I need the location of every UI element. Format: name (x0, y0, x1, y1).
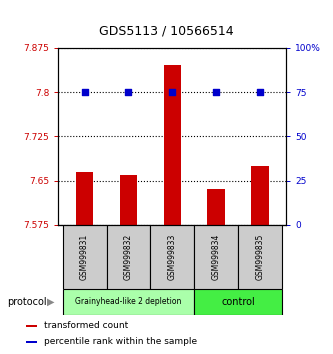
Bar (63, 225, 107, 289)
Bar (26, 325, 37, 327)
Bar (151, 225, 194, 289)
Point (126, 89, 131, 95)
Text: GSM999835: GSM999835 (255, 233, 264, 280)
Text: GSM999833: GSM999833 (168, 233, 177, 280)
Text: percentile rank within the sample: percentile rank within the sample (44, 337, 197, 346)
Text: ▶: ▶ (47, 297, 55, 307)
Text: transformed count: transformed count (44, 321, 128, 330)
Text: GDS5113 / 10566514: GDS5113 / 10566514 (99, 24, 234, 37)
Bar (194, 225, 238, 289)
Bar (107, 225, 151, 289)
Point (213, 89, 219, 95)
Bar (76, 172, 93, 225)
Text: Grainyhead-like 2 depletion: Grainyhead-like 2 depletion (75, 297, 181, 306)
Bar (164, 65, 181, 225)
Point (257, 89, 263, 95)
Text: GSM999832: GSM999832 (124, 234, 133, 280)
Text: GSM999831: GSM999831 (80, 234, 89, 280)
Bar (26, 341, 37, 343)
Bar (251, 166, 269, 225)
Text: GSM999834: GSM999834 (212, 233, 221, 280)
Bar (207, 189, 225, 225)
Bar (120, 175, 137, 225)
Bar (63, 289, 194, 315)
Point (170, 89, 175, 95)
Point (82, 89, 87, 95)
Text: protocol: protocol (7, 297, 46, 307)
Bar (238, 225, 282, 289)
Bar (194, 289, 282, 315)
Text: control: control (221, 297, 255, 307)
